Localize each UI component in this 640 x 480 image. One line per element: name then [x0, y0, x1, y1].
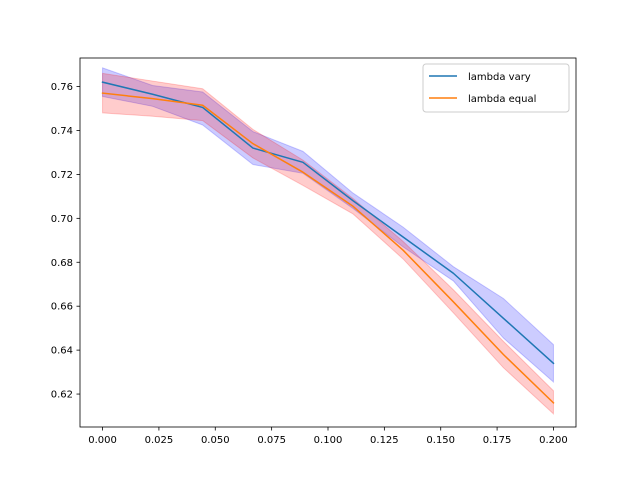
y-tick-label: 0.68 [51, 258, 73, 269]
x-tick-label: 0.125 [370, 435, 399, 446]
series-line-1 [101, 81, 555, 365]
x-tick-label: 0.025 [145, 435, 174, 446]
x-tick-label: 0.175 [483, 435, 512, 446]
legend-label-2: lambda equal [468, 94, 536, 105]
y-tick-label: 0.64 [51, 346, 73, 357]
x-tick-label: 0.000 [88, 435, 117, 446]
legend-label-1: lambda vary [468, 72, 531, 83]
y-tick-label: 0.76 [51, 82, 73, 93]
series-lines [101, 81, 555, 404]
y-tick-label: 0.62 [51, 390, 73, 401]
legend-box [422, 63, 570, 113]
series-line-2 [101, 92, 555, 404]
x-tick-label: 0.200 [539, 435, 568, 446]
y-tick-label: 0.74 [51, 126, 73, 137]
legend: lambda vary lambda equal [422, 63, 570, 113]
x-axis: 0.000 0.025 0.050 0.075 0.100 0.125 0.150 0.175… [88, 427, 568, 446]
y-tick-label: 0.72 [51, 170, 73, 181]
y-tick-label: 0.66 [51, 302, 73, 313]
y-tick-label: 0.70 [51, 214, 73, 225]
x-tick-label: 0.050 [201, 435, 230, 446]
confidence-bands [102, 67, 554, 415]
confidence-band-1 [102, 67, 554, 384]
x-tick-label: 0.100 [314, 435, 343, 446]
confidence-band-2 [102, 72, 554, 415]
x-tick-label: 0.150 [426, 435, 455, 446]
x-tick-label: 0.075 [257, 435, 286, 446]
y-axis: 0.62 0.64 0.66 0.68 0.70 0.72 0.74 0.76 [51, 82, 80, 401]
